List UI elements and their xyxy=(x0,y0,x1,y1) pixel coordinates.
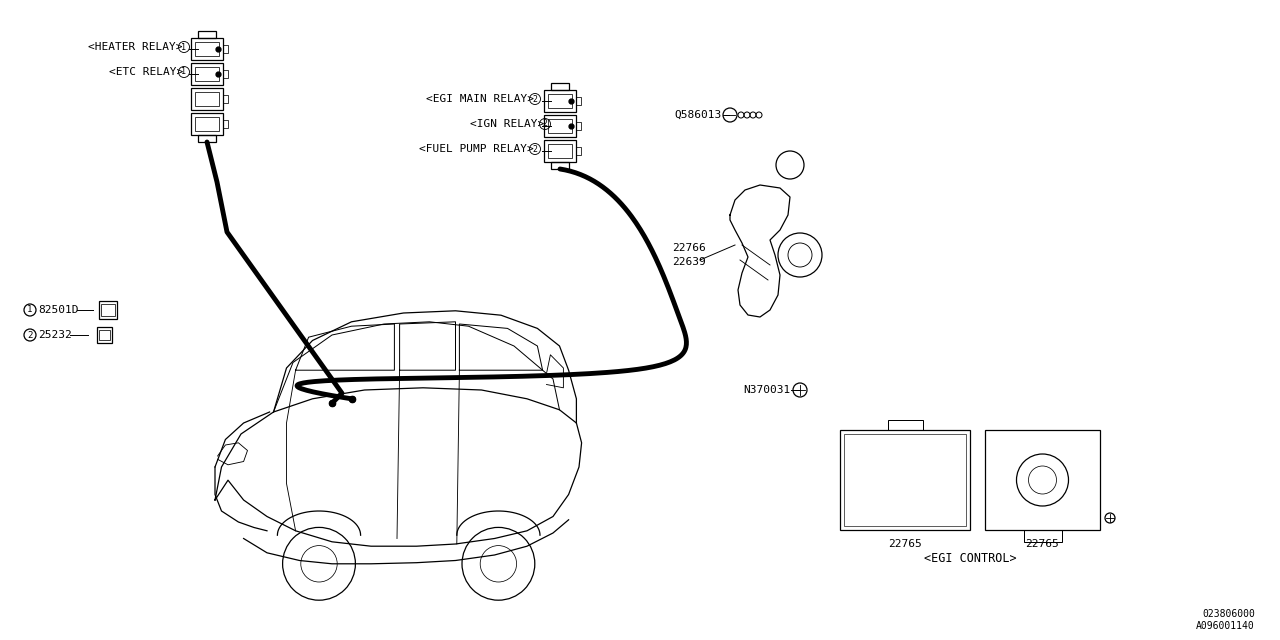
Text: <FUEL PUMP RELAY>: <FUEL PUMP RELAY> xyxy=(420,144,534,154)
Text: 2: 2 xyxy=(543,120,548,129)
Text: Q586013: Q586013 xyxy=(675,110,722,120)
Text: 22765: 22765 xyxy=(1025,539,1060,549)
Text: 2: 2 xyxy=(27,330,33,339)
Text: <EGI CONTROL>: <EGI CONTROL> xyxy=(924,552,1016,564)
Text: 023806000: 023806000 xyxy=(1202,609,1254,619)
Text: 22639: 22639 xyxy=(672,257,705,267)
Text: A096001140: A096001140 xyxy=(1197,621,1254,631)
Text: 1: 1 xyxy=(182,67,187,77)
Text: <ETC RELAY>: <ETC RELAY> xyxy=(109,67,183,77)
Text: 1: 1 xyxy=(27,305,33,314)
Text: <EGI MAIN RELAY>: <EGI MAIN RELAY> xyxy=(426,94,534,104)
Text: 2: 2 xyxy=(532,95,538,104)
Text: <HEATER RELAY>: <HEATER RELAY> xyxy=(88,42,183,52)
Text: 2: 2 xyxy=(532,145,538,154)
Text: 22765: 22765 xyxy=(888,539,922,549)
Text: 82501D: 82501D xyxy=(38,305,78,315)
Text: 25232: 25232 xyxy=(38,330,72,340)
Text: <IGN RELAY>: <IGN RELAY> xyxy=(470,119,544,129)
Text: 22766: 22766 xyxy=(672,243,705,253)
Text: N370031: N370031 xyxy=(742,385,790,395)
Text: 1: 1 xyxy=(182,42,187,51)
